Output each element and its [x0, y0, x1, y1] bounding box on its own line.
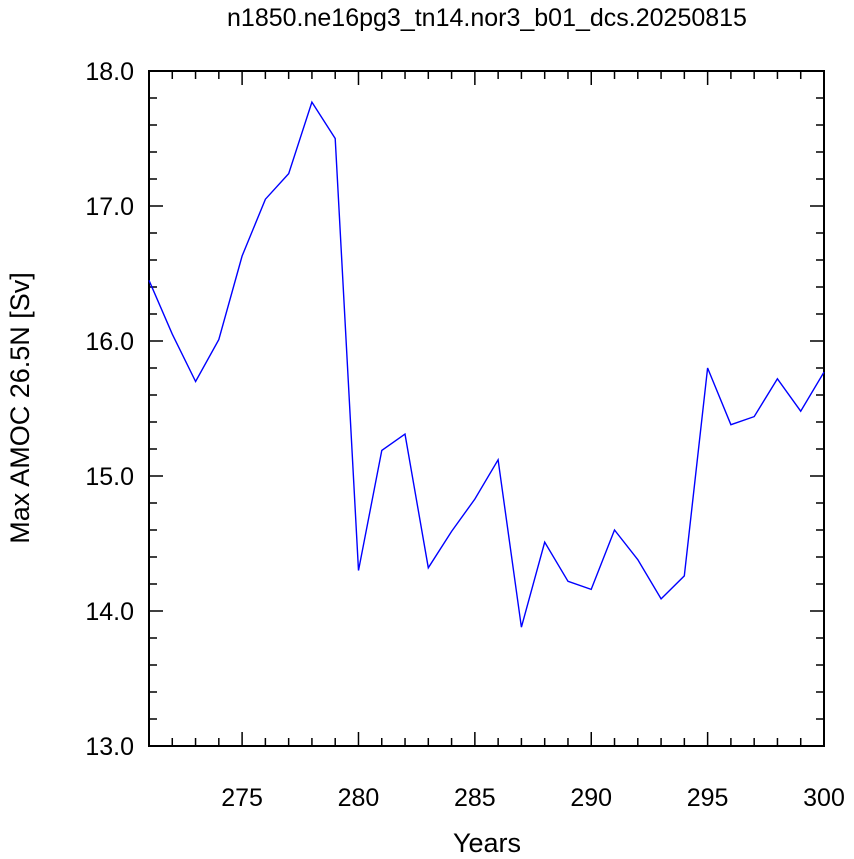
plot-frame [148, 70, 825, 747]
x-tick-label: 285 [454, 784, 496, 812]
y-tick-label: 13.0 [85, 733, 134, 761]
y-tick-label: 18.0 [85, 58, 134, 86]
x-tick-label: 290 [570, 784, 612, 812]
y-tick-label: 15.0 [85, 463, 134, 491]
tick-labels: 275 280 285 290 295 300 13.0 14.0 15.0 16.0 17.0 18… [85, 58, 845, 812]
x-tick-label: 295 [687, 784, 729, 812]
tick-marks [148, 70, 825, 747]
y-tick-label: 14.0 [85, 598, 134, 626]
x-tick-label: 275 [221, 784, 263, 812]
y-tick-label: 17.0 [85, 193, 134, 221]
chart-title: n1850.ne16pg3_tn14.nor3_b01_dcs.20250815 [227, 4, 747, 32]
series-line [148, 100, 825, 628]
y-axis-title: Max AMOC 26.5N [Sv] [5, 272, 35, 544]
x-axis-title: Years [453, 828, 521, 858]
y-tick-label: 16.0 [85, 328, 134, 356]
series-layer [148, 100, 825, 628]
x-tick-label: 280 [338, 784, 380, 812]
x-tick-label: 300 [803, 784, 845, 812]
